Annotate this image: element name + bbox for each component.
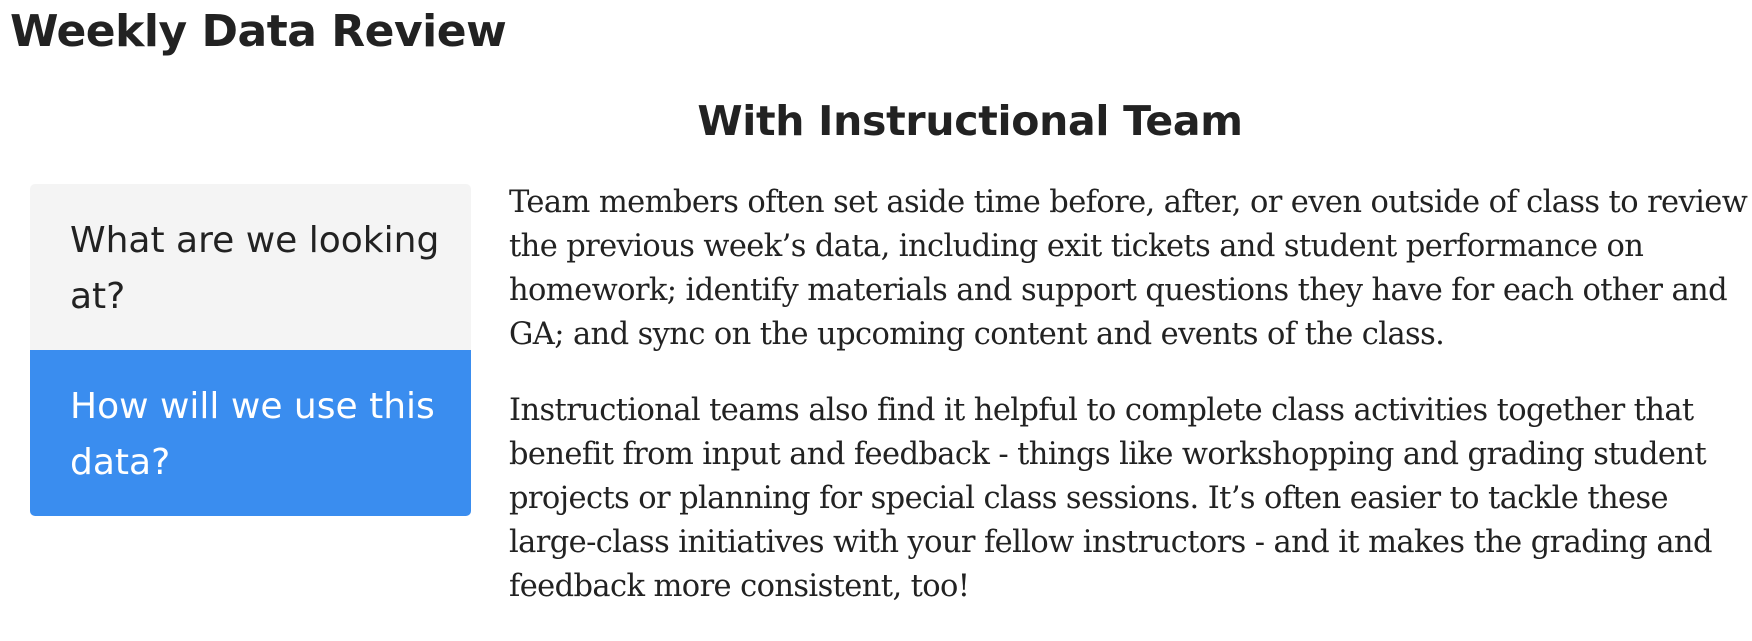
content-paragraph: Team members often set aside time before… — [509, 185, 1748, 352]
tab-how-will-we-use-this-data[interactable]: How will we use this data? — [30, 350, 471, 516]
content-paragraph: Instructional teams also find it helpful… — [509, 393, 1713, 604]
tab-label: How will we use this data? — [70, 386, 435, 483]
section-title: With Instructional Team — [697, 97, 1243, 145]
page-title: Weekly Data Review — [10, 6, 507, 57]
tab-what-are-we-looking-at[interactable]: What are we looking at? — [30, 184, 471, 350]
tab-content-panel: Team members often set aside time before… — [509, 181, 1749, 641]
tab-label: What are we looking at? — [70, 220, 440, 317]
tab-list: What are we looking at? How will we use … — [30, 184, 471, 516]
